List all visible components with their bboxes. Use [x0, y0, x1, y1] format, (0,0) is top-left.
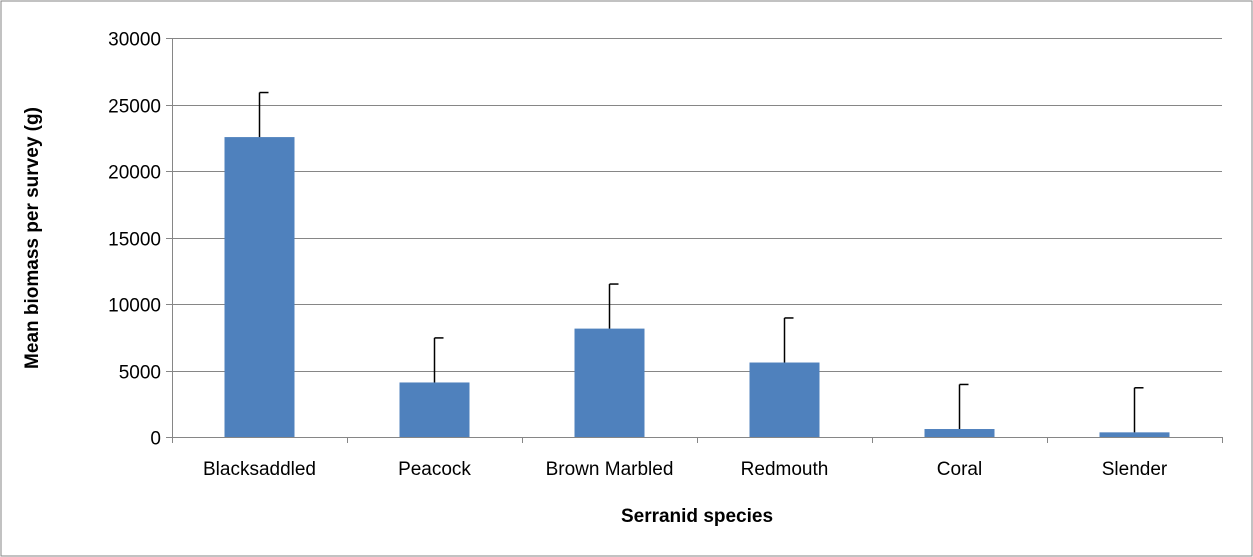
- bars: [224, 137, 1170, 437]
- y-tick-label: 10000: [108, 296, 161, 317]
- x-axis-title: Serranid species: [621, 506, 773, 527]
- bar-redmouth: [749, 362, 820, 437]
- bar-coral: [924, 429, 995, 437]
- y-tick-label: 20000: [108, 163, 161, 184]
- y-tick-label: 25000: [108, 97, 161, 118]
- bar-brown-marbled: [574, 328, 645, 437]
- tick-labels: 0 5000 10000 15000 20000 25000 30000 Blacksaddl…: [108, 30, 1168, 481]
- bar-blacksaddled: [224, 137, 295, 437]
- gridlines: [172, 38, 1222, 372]
- y-tick-label: 0: [150, 429, 161, 450]
- x-tick-label: Redmouth: [741, 459, 829, 480]
- bar-slender: [1099, 432, 1170, 437]
- x-tick-label: Slender: [1102, 459, 1168, 480]
- y-tick-label: 15000: [108, 230, 161, 251]
- x-tick-label: Coral: [937, 459, 982, 480]
- error-bars: [258, 91, 1144, 433]
- y-tick-label: 5000: [119, 363, 161, 384]
- x-tick-label: Peacock: [398, 459, 471, 480]
- axes: [166, 38, 1223, 443]
- bar-peacock: [399, 382, 470, 437]
- x-tick-label: Blacksaddled: [203, 459, 316, 480]
- y-axis-title: Mean biomass per survey (g): [22, 107, 43, 369]
- x-tick-label: Brown Marbled: [546, 459, 674, 480]
- y-tick-label: 30000: [108, 30, 161, 51]
